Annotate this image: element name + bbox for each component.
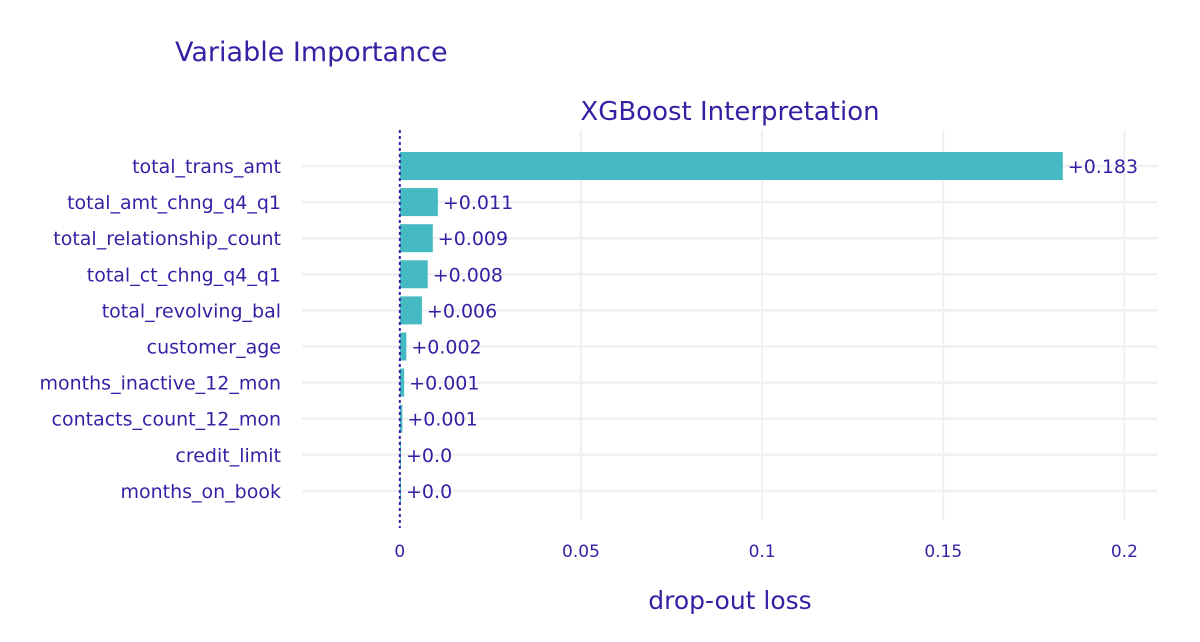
category-label: months_inactive_12_mon [40,373,282,395]
value-label: +0.011 [443,192,513,214]
value-label: +0.002 [411,337,481,359]
x-axis-ticks: 0 0.05 0.1 0.15 0.2 [394,542,1138,562]
bar-total-trans-amt [399,152,1063,180]
value-label: +0.0 [406,481,452,503]
x-tick-label: 0.2 [1111,542,1138,562]
value-label: +0.001 [407,409,477,431]
bar-layer [399,152,1063,505]
category-label: total_relationship_count [53,228,281,250]
category-label: months_on_book [120,481,281,503]
chart-subtitle: XGBoost Interpretation [580,97,879,127]
category-label: total_amt_chng_q4_q1 [67,192,281,214]
bar-total-amt-chng-q4-q1 [399,188,438,217]
value-label: +0.008 [433,264,503,286]
x-tick-label: 0.1 [749,542,776,562]
x-tick-label: 0.05 [562,542,600,562]
bar-total-revolving-bal [399,296,422,325]
bar-total-relationship-count [399,224,433,253]
category-label: contacts_count_12_mon [52,409,281,431]
category-label: total_ct_chng_q4_q1 [87,264,281,286]
category-label: total_trans_amt [132,156,281,178]
label-layer: +0.183 total_trans_amt +0.011 total_amt_chn… [40,156,1139,503]
x-axis-title: drop-out loss [648,586,811,615]
value-label: +0.009 [438,228,508,250]
bar-total-ct-chng-q4-q1 [399,260,428,289]
category-label: total_revolving_bal [102,300,281,322]
x-tick-label: 0.15 [924,542,962,562]
bar-contacts-count-12-mon [399,404,403,433]
category-label: customer_age [147,337,281,359]
chart-title: Variable Importance [175,37,448,68]
x-tick-label: 0 [394,542,405,562]
value-label: +0.183 [1068,156,1138,178]
bar-months-inactive-12-mon [399,368,405,397]
bar-customer-age [399,332,407,361]
value-label: +0.006 [427,300,497,322]
value-label: +0.0 [406,445,452,467]
category-label: credit_limit [175,445,281,467]
value-label: +0.001 [409,373,479,395]
